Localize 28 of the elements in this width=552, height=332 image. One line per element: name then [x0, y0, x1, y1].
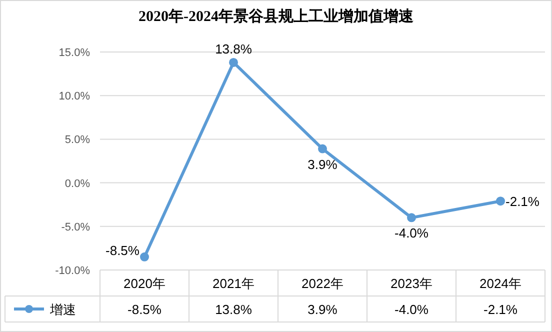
legend-label: 增速	[49, 302, 76, 317]
data-label: -2.1%	[484, 302, 518, 317]
chart-title: 2020年-2024年景谷县规上工业增加值增速	[138, 8, 414, 25]
data-label: -4.0%	[394, 302, 429, 317]
y-tick-label: 5.0%	[64, 134, 90, 146]
text: -8.5%	[106, 242, 140, 258]
x-tick-label: 2020年	[124, 276, 166, 291]
data-label: 13.8%	[215, 302, 252, 317]
y-tick-label: 15.0%	[58, 47, 90, 59]
text: 13.8%	[215, 41, 252, 56]
y-tick-label: -5.0%	[61, 221, 90, 234]
x-tick-label: 2023年	[390, 276, 432, 291]
point	[140, 252, 149, 262]
text: -2.1%	[506, 194, 540, 210]
y-tick-label: 0.0%	[64, 178, 90, 190]
data-label: -8.5%	[128, 302, 162, 317]
data-label: 3.9%	[308, 302, 338, 317]
text: -4.0%	[394, 226, 428, 241]
point	[318, 144, 327, 154]
x-tick-label: 2024年	[480, 276, 522, 291]
y-tick-label: -10.0%	[55, 265, 90, 277]
point	[229, 58, 238, 67]
point	[496, 196, 505, 206]
text: 3.9%	[308, 156, 338, 172]
x-tick-label: 2021年	[212, 276, 254, 291]
y-tick-label: 10.0%	[58, 90, 90, 103]
point	[407, 213, 416, 222]
x-tick-label: 2022年	[302, 276, 344, 291]
